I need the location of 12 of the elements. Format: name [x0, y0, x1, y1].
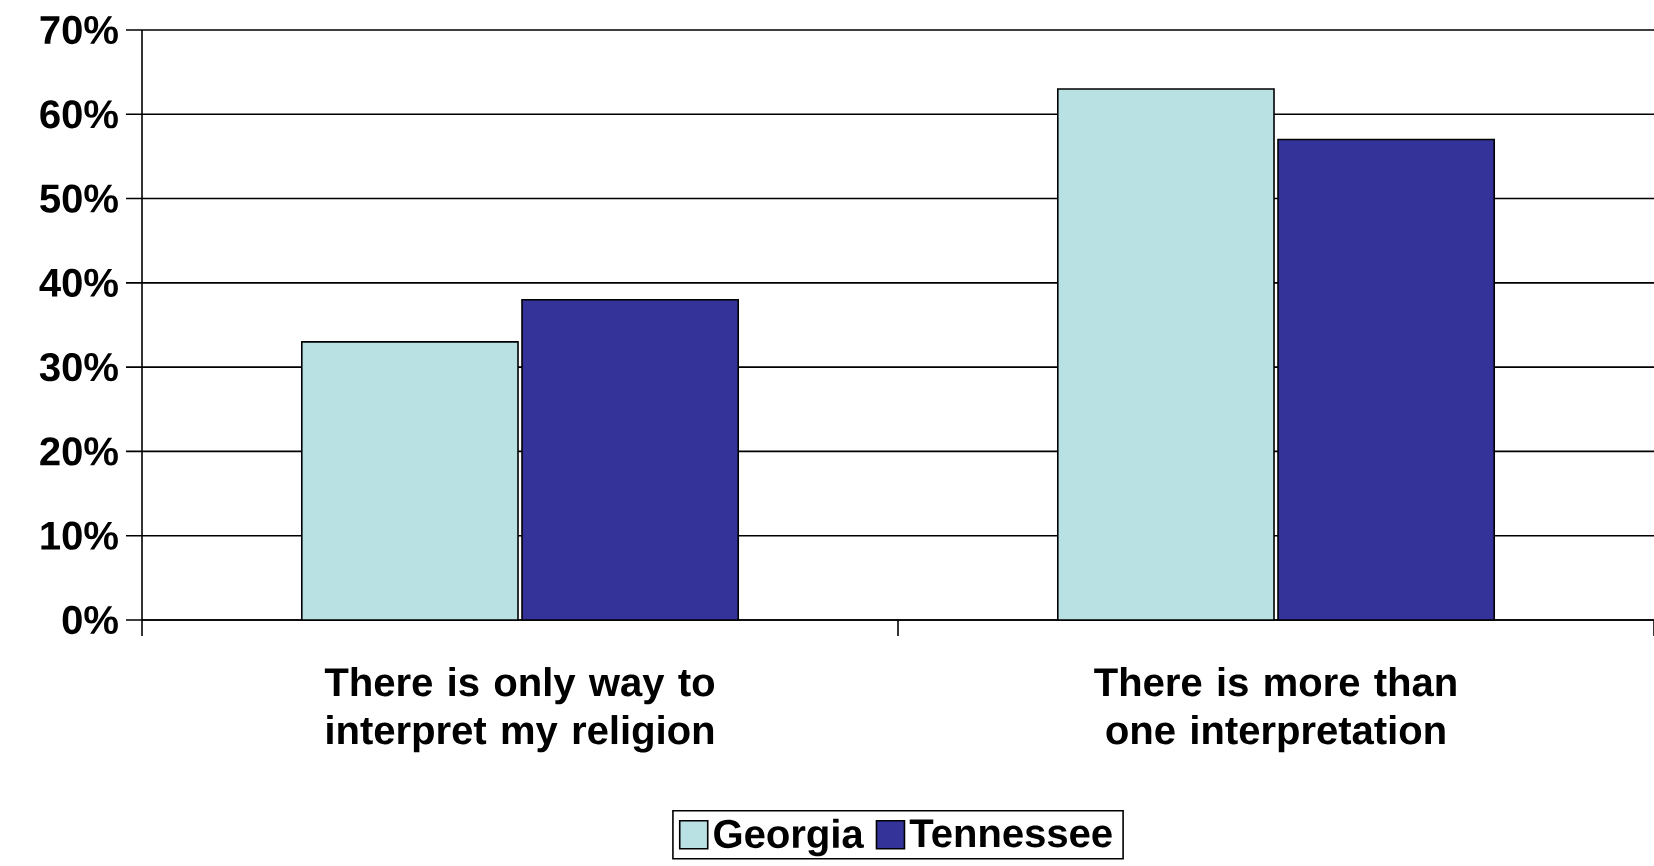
x-tick-label: There is more than one interpretation [1094, 667, 1456, 753]
x-tick-label: There is only way to interpret my religion [324, 667, 715, 753]
y-tick-label: 30% [39, 352, 118, 382]
y-tick-label: 10% [41, 521, 118, 550]
y-tick-label: 40% [39, 268, 118, 297]
legend-label: Georgia [714, 818, 864, 857]
y-tick-label: 0% [62, 605, 118, 635]
y-tick-label: 20% [40, 437, 118, 466]
y-tick-label: 60% [40, 100, 118, 129]
legend-label: Tennessee [909, 819, 1112, 848]
y-tick-label: 70% [40, 15, 118, 45]
y-tick-label: 50% [40, 184, 118, 213]
